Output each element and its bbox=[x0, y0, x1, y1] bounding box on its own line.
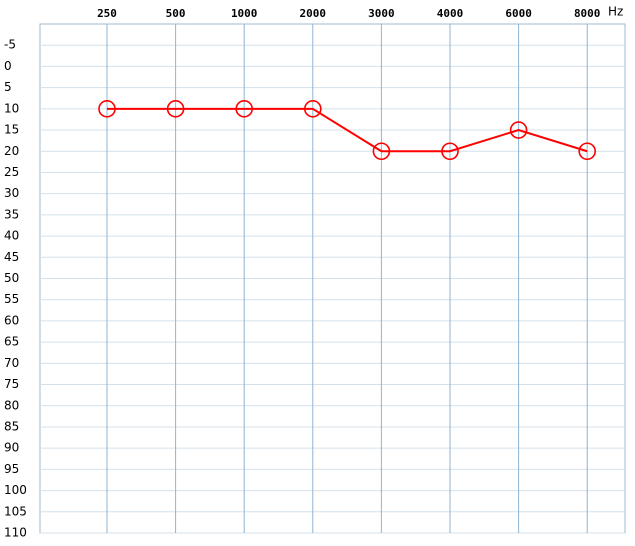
data-point bbox=[441, 142, 459, 161]
y-tick-label: 45 bbox=[4, 250, 19, 264]
x-tick-label: 8000 bbox=[574, 7, 601, 20]
data-point bbox=[578, 142, 597, 161]
y-tick-label: 85 bbox=[4, 419, 19, 433]
data-point bbox=[509, 121, 528, 139]
series-line bbox=[107, 107, 588, 153]
data-point bbox=[235, 100, 253, 118]
data-point bbox=[303, 100, 322, 118]
y-tick-label: 75 bbox=[4, 377, 19, 391]
y-tick-label: 100 bbox=[4, 483, 27, 497]
y-tick-label: 110 bbox=[4, 526, 27, 540]
x-tick-label: 250 bbox=[97, 7, 117, 20]
y-tick-label: 95 bbox=[4, 462, 19, 476]
y-tick-label: 30 bbox=[4, 186, 19, 200]
y-tick-label: 25 bbox=[4, 165, 19, 179]
data-point bbox=[166, 100, 185, 118]
y-tick-label: 105 bbox=[4, 504, 27, 518]
y-tick-label: 80 bbox=[4, 398, 19, 412]
y-tick-label: 10 bbox=[4, 101, 19, 115]
data-point bbox=[372, 142, 391, 161]
x-tick-label: 1000 bbox=[231, 7, 258, 20]
y-tick-label: 15 bbox=[4, 123, 19, 137]
y-tick-label: 90 bbox=[4, 441, 19, 455]
x-tick-label: 2000 bbox=[300, 7, 327, 20]
x-tick-label: 6000 bbox=[505, 7, 532, 20]
y-tick-label: 60 bbox=[4, 313, 19, 327]
y-tick-label: -5 bbox=[4, 38, 16, 52]
y-tick-label: 50 bbox=[4, 271, 19, 285]
y-tick-label: 55 bbox=[4, 292, 19, 306]
x-tick-label: 500 bbox=[166, 7, 186, 20]
y-tick-label: 35 bbox=[4, 207, 19, 221]
data-point bbox=[98, 100, 116, 118]
x-tick-label: 3000 bbox=[368, 7, 395, 20]
y-tick-label: 70 bbox=[4, 356, 19, 370]
x-unit-label: Hz bbox=[608, 5, 623, 19]
x-tick-label: 4000 bbox=[437, 7, 464, 20]
y-tick-label: 40 bbox=[4, 229, 19, 243]
y-tick-label: 5 bbox=[4, 80, 12, 94]
y-tick-label: 0 bbox=[4, 59, 12, 73]
y-tick-label: 20 bbox=[4, 144, 19, 158]
y-tick-label: 65 bbox=[4, 335, 19, 349]
